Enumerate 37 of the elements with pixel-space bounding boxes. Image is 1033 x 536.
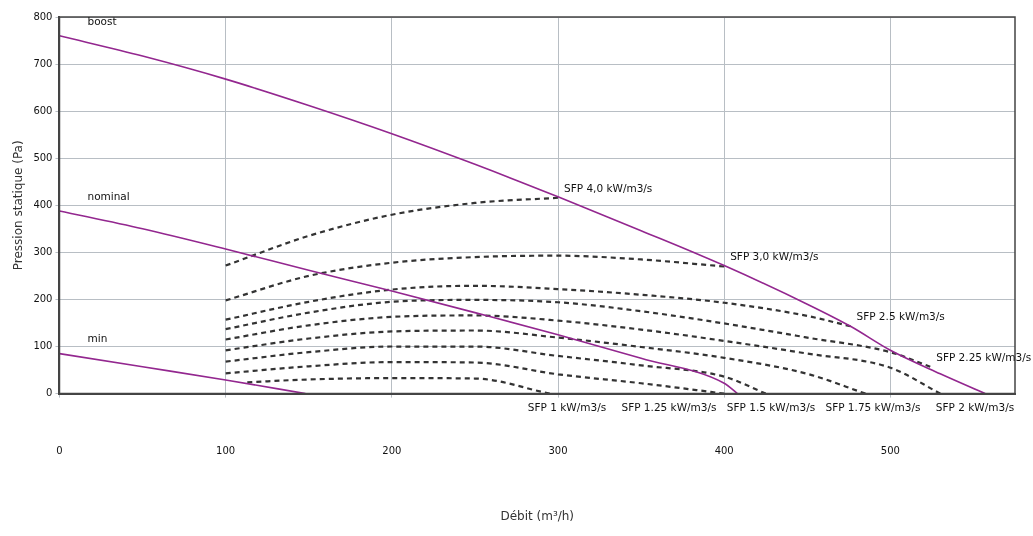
y-axis-title: Pression statique (Pa) xyxy=(11,140,26,271)
x-tick-label: 200 xyxy=(382,445,402,457)
text: SFP 1.75 kW/m3/s xyxy=(825,401,921,414)
annotation: SFP 2.5 kW/m3/s xyxy=(856,310,945,323)
x-tick-label: 0 xyxy=(56,445,63,457)
y-tick-label: 100 xyxy=(33,340,53,352)
text: SFP 1.25 kW/m3/s xyxy=(621,401,717,414)
line-series xyxy=(224,254,726,302)
y-tick-label: 700 xyxy=(33,57,53,69)
y-tick-label: 500 xyxy=(33,151,53,163)
line-series xyxy=(224,345,767,394)
line-series xyxy=(224,360,726,394)
text: SFP 2 kW/m3/s xyxy=(935,401,1015,414)
x-tick-label: 400 xyxy=(714,445,734,457)
line-series xyxy=(224,284,852,328)
y-tick-label: 300 xyxy=(33,245,53,257)
y-tick-label: 800 xyxy=(33,10,53,22)
annotation: SFP 3,0 kW/m3/s xyxy=(730,250,819,263)
y-tick-label: 600 xyxy=(33,104,53,116)
series-label: min xyxy=(87,332,108,345)
text: SFP 1.5 kW/m3/s xyxy=(726,401,816,414)
y-tick-label: 0 xyxy=(46,387,53,399)
line-series xyxy=(246,376,551,394)
text: SFP 1 kW/m3/s xyxy=(527,401,607,414)
series-label: nominal xyxy=(87,189,130,202)
x-tick-label: 500 xyxy=(880,445,900,457)
y-tick-label: 200 xyxy=(33,293,53,305)
line-series xyxy=(59,352,307,394)
line-series xyxy=(224,196,560,267)
series-label: boost xyxy=(87,14,117,27)
y-tick-label: 400 xyxy=(33,198,53,210)
line-series xyxy=(224,329,867,394)
annotation: SFP 4,0 kW/m3/s xyxy=(564,181,653,194)
x-tick-label: 300 xyxy=(548,445,568,457)
line-series xyxy=(59,35,986,394)
x-axis-title: Débit (m³/h) xyxy=(500,508,575,523)
x-tick-label: 100 xyxy=(216,445,236,457)
